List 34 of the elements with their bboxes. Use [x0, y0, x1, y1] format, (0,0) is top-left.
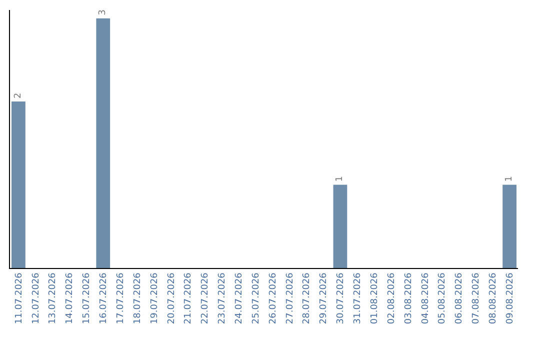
x-tick-label: 07.08.2026 — [472, 272, 482, 324]
x-tick-label: 04.08.2026 — [420, 272, 431, 324]
x-tick-label: 28.07.2026 — [302, 272, 312, 324]
x-tick-label: 13.07.2026 — [48, 272, 58, 324]
x-tick-label: 16.07.2026 — [99, 272, 110, 324]
x-tick-label: 11.07.2026 — [14, 272, 24, 324]
x-tick-label: 20.07.2026 — [166, 272, 177, 324]
x-tick-label: 25.07.2026 — [251, 272, 262, 324]
x-tick-label: 19.07.2026 — [150, 272, 160, 324]
x-tick-label: 31.07.2026 — [353, 272, 364, 324]
x-tick-label: 05.08.2026 — [438, 272, 448, 324]
x-tick-label: 21.07.2026 — [184, 272, 194, 324]
data-label: 1 — [335, 176, 346, 182]
x-tick-label: 30.07.2026 — [336, 272, 346, 324]
x-tick-label: 08.08.2026 — [488, 272, 499, 324]
x-tick-label: 03.08.2026 — [404, 272, 414, 324]
x-tick-label: 06.08.2026 — [454, 272, 465, 324]
x-tick-label: 02.08.2026 — [386, 272, 397, 324]
x-tick-label: 18.07.2026 — [132, 272, 143, 324]
x-tick-label: 29.07.2026 — [319, 272, 330, 324]
data-label: 1 — [504, 176, 515, 182]
x-tick-label: 26.07.2026 — [268, 272, 278, 324]
x-tick-label: 01.08.2026 — [370, 272, 380, 324]
data-label: 2 — [13, 92, 24, 99]
x-tick-label: 23.07.2026 — [218, 272, 228, 324]
x-tick-label: 09.08.2026 — [505, 272, 516, 324]
x-tick-label: 12.07.2026 — [31, 272, 42, 324]
x-tick-label: 17.07.2026 — [116, 272, 126, 324]
x-tick-label: 15.07.2026 — [82, 272, 92, 324]
x-tick-label: 24.07.2026 — [234, 272, 245, 324]
x-tick-label: 14.07.2026 — [65, 272, 76, 324]
x-tick-label: 27.07.2026 — [285, 272, 296, 324]
x-tick-label: 22.07.2026 — [200, 272, 211, 324]
data-label: 3 — [98, 10, 108, 16]
